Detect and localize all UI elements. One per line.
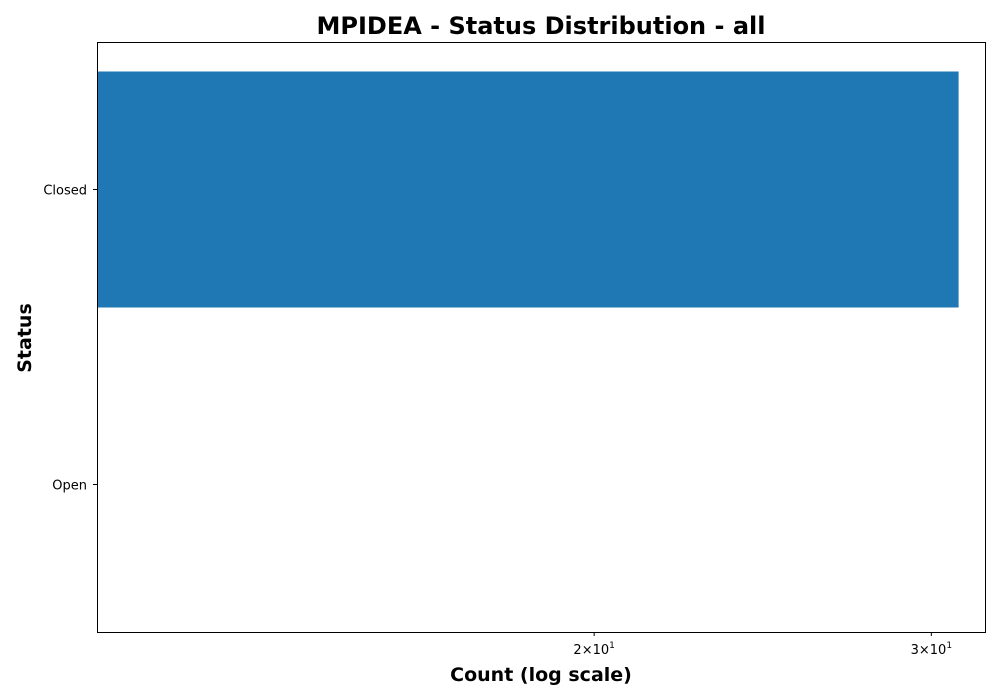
x-axis: 2×101 3×101: [573, 632, 952, 658]
y-axis: Closed Open: [43, 184, 97, 494]
x-axis-label: Count (log scale): [450, 664, 632, 686]
plot-frame: [97, 42, 986, 633]
bar-closed: [97, 71, 959, 308]
chart-title: MPIDEA - Status Distribution - all: [317, 12, 766, 40]
y-tick-label-open: Open: [52, 479, 87, 494]
y-axis-label: Status: [14, 303, 36, 373]
x-tick-label: 3×101: [911, 641, 952, 658]
y-tick-label-closed: Closed: [43, 184, 87, 199]
bars-group: [97, 71, 959, 308]
x-tick-label: 2×101: [573, 641, 614, 658]
